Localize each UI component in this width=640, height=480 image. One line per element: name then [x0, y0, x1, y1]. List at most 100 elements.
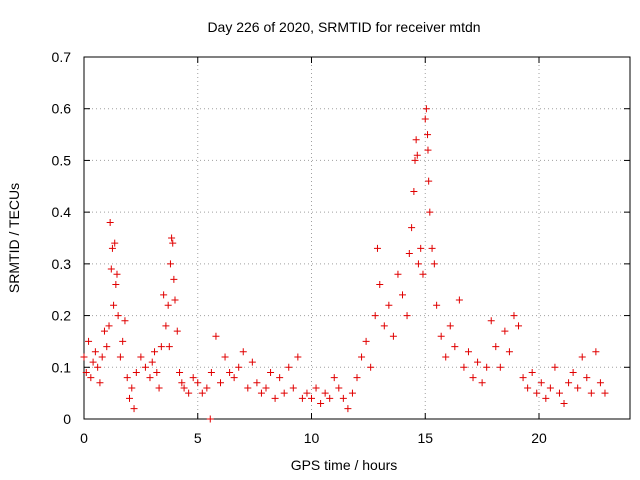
data-point: [464, 348, 472, 356]
data-point: [417, 244, 425, 252]
data-point: [105, 322, 113, 330]
data-point: [492, 343, 500, 351]
data-point: [413, 151, 421, 159]
x-tick-label: 15: [417, 430, 433, 446]
data-point: [153, 368, 161, 376]
data-point: [428, 244, 436, 252]
data-point: [121, 317, 129, 325]
x-tick-label: 5: [194, 430, 202, 446]
data-point: [267, 368, 275, 376]
data-point: [96, 379, 104, 387]
data-point: [487, 317, 495, 325]
data-point: [148, 358, 156, 366]
y-tick-label: 0.3: [52, 256, 72, 272]
data-point: [358, 353, 366, 361]
data-point: [537, 379, 545, 387]
data-point: [226, 368, 234, 376]
data-point: [408, 224, 416, 232]
data-point: [107, 265, 115, 273]
data-point: [207, 368, 215, 376]
plot-border: [83, 56, 631, 420]
data-point: [501, 327, 509, 335]
data-point: [294, 353, 302, 361]
data-point: [162, 322, 170, 330]
data-point: [160, 291, 168, 299]
data-point: [373, 244, 381, 252]
x-tick-label: 0: [80, 430, 88, 446]
data-point: [94, 363, 102, 371]
data-point: [551, 363, 559, 371]
data-point: [298, 394, 306, 402]
data-point: [212, 332, 220, 340]
data-point: [424, 131, 432, 139]
data-point: [194, 379, 202, 387]
data-point: [455, 296, 463, 304]
data-point: [411, 156, 419, 164]
y-tick-label: 0.1: [52, 359, 72, 375]
data-point: [106, 218, 114, 226]
data-point: [362, 337, 370, 345]
data-point: [424, 146, 432, 154]
data-point: [257, 389, 265, 397]
y-tick-label: 0: [63, 411, 71, 427]
data-point: [103, 343, 111, 351]
y-tick-label: 0.4: [52, 204, 72, 220]
data-point: [371, 312, 379, 320]
data-point: [141, 363, 149, 371]
data-point: [376, 281, 384, 289]
data-point: [221, 353, 229, 361]
data-point: [271, 394, 279, 402]
data-point: [203, 384, 211, 392]
data-point: [474, 358, 482, 366]
data-point: [542, 394, 550, 402]
data-point: [446, 322, 454, 330]
data-point: [217, 379, 224, 387]
x-tick-label: 10: [304, 430, 320, 446]
data-point: [483, 363, 491, 371]
data-point: [116, 353, 124, 361]
data-point: [80, 353, 88, 361]
data-point: [85, 337, 93, 345]
y-tick-label: 0.2: [52, 308, 72, 324]
data-point: [574, 384, 582, 392]
data-point: [244, 384, 252, 392]
data-point: [146, 374, 154, 382]
data-point: [312, 384, 320, 392]
data-point: [189, 374, 197, 382]
data-point: [335, 384, 343, 392]
data-point: [82, 368, 90, 376]
data-point: [519, 374, 527, 382]
y-tick-labels: 0 0.1 0.2 0.3 0.4 0.5 0.6 0.7: [52, 49, 72, 427]
data-point: [303, 389, 311, 397]
data-point: [280, 389, 288, 397]
y-axis-title: SRMTID / TECUs: [6, 183, 22, 293]
data-point: [555, 389, 563, 397]
data-point: [230, 374, 238, 382]
data-point: [137, 353, 145, 361]
data-point: [469, 374, 477, 382]
data-point: [326, 394, 334, 402]
y-tick-label: 0.5: [52, 152, 72, 168]
data-point: [111, 239, 119, 247]
data-point: [426, 208, 434, 216]
data-point: [596, 379, 604, 387]
data-point: [410, 187, 418, 195]
data-point: [569, 368, 577, 376]
data-point: [112, 281, 120, 289]
data-point: [478, 379, 486, 387]
y-tick-label: 0.6: [52, 101, 72, 117]
data-point: [110, 301, 118, 309]
data-point: [169, 239, 177, 247]
data-point: [339, 394, 347, 402]
data-point: [389, 332, 397, 340]
data-point: [100, 327, 108, 335]
data-point: [173, 327, 181, 335]
data-point: [422, 105, 430, 113]
data-point: [405, 250, 413, 258]
data-point: [308, 394, 315, 402]
data-point: [253, 379, 261, 387]
data-point: [276, 374, 284, 382]
data-point: [533, 389, 541, 397]
data-point: [496, 363, 504, 371]
